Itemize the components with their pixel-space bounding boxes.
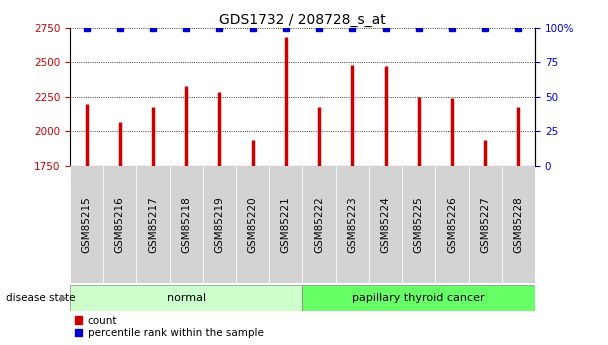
Bar (369, 166, 402, 283)
Text: GSM85223: GSM85223 (347, 196, 358, 253)
Text: GSM85228: GSM85228 (513, 196, 523, 253)
Text: GSM85217: GSM85217 (148, 196, 158, 253)
Text: GSM85227: GSM85227 (480, 196, 490, 253)
Title: GDS1732 / 208728_s_at: GDS1732 / 208728_s_at (219, 12, 386, 27)
Bar (236, 166, 269, 283)
Bar (336, 166, 369, 283)
Bar (435, 166, 469, 283)
Text: GSM85225: GSM85225 (414, 196, 424, 253)
Bar (70, 166, 103, 283)
Bar (402, 166, 435, 283)
Bar (70, 285, 302, 310)
Bar (302, 166, 336, 283)
Bar (170, 166, 203, 283)
Text: GSM85216: GSM85216 (115, 196, 125, 253)
Bar (269, 166, 302, 283)
Text: GSM85219: GSM85219 (215, 196, 224, 253)
Text: GSM85215: GSM85215 (81, 196, 92, 253)
Bar (502, 166, 535, 283)
Text: disease state: disease state (6, 293, 75, 303)
Text: GSM85222: GSM85222 (314, 196, 324, 253)
Text: GSM85218: GSM85218 (181, 196, 191, 253)
Text: GSM85221: GSM85221 (281, 196, 291, 253)
Bar (469, 166, 502, 283)
Text: GSM85226: GSM85226 (447, 196, 457, 253)
Bar (302, 285, 535, 310)
Bar (136, 166, 170, 283)
Legend: count, percentile rank within the sample: count, percentile rank within the sample (75, 316, 263, 338)
Bar (203, 166, 236, 283)
Text: GSM85224: GSM85224 (381, 196, 390, 253)
Text: normal: normal (167, 293, 206, 303)
Text: GSM85220: GSM85220 (247, 196, 258, 253)
Text: papillary thyroid cancer: papillary thyroid cancer (353, 293, 485, 303)
Bar (103, 166, 136, 283)
Text: ▶: ▶ (60, 293, 67, 303)
